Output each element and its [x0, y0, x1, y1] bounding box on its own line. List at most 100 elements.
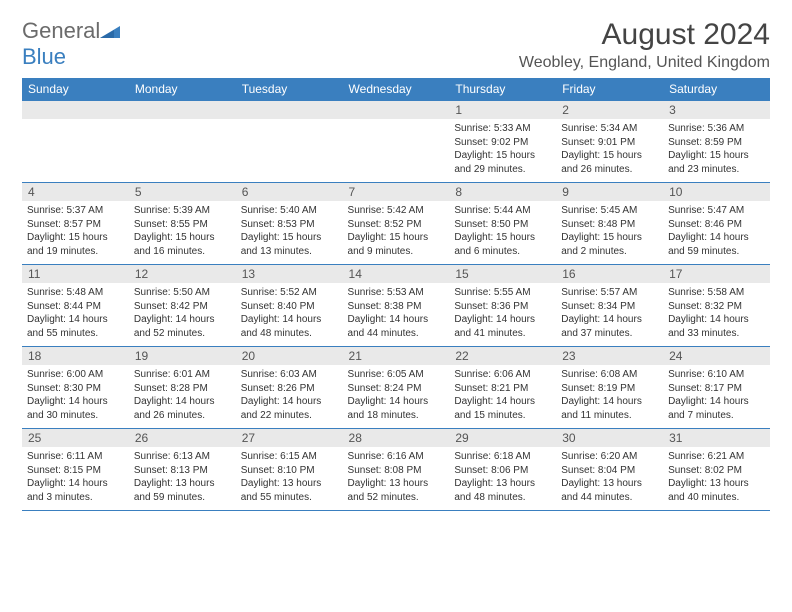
day-of-week-header-row: SundayMondayTuesdayWednesdayThursdayFrid…	[22, 78, 770, 101]
calendar-day-cell	[236, 101, 343, 183]
day-info-line: Daylight: 14 hours and 7 minutes.	[668, 395, 765, 422]
calendar-day-cell: 2Sunrise: 5:34 AMSunset: 9:01 PMDaylight…	[556, 101, 663, 183]
calendar-day-cell: 3Sunrise: 5:36 AMSunset: 8:59 PMDaylight…	[663, 101, 770, 183]
day-content: Sunrise: 5:55 AMSunset: 8:36 PMDaylight:…	[449, 283, 556, 346]
day-content: Sunrise: 5:57 AMSunset: 8:34 PMDaylight:…	[556, 283, 663, 346]
day-info-line: Sunrise: 6:11 AM	[27, 450, 124, 464]
day-content: Sunrise: 5:48 AMSunset: 8:44 PMDaylight:…	[22, 283, 129, 346]
calendar-day-cell: 16Sunrise: 5:57 AMSunset: 8:34 PMDayligh…	[556, 265, 663, 347]
day-number: 27	[236, 429, 343, 447]
day-info-line: Sunrise: 6:00 AM	[27, 368, 124, 382]
calendar-day-cell: 4Sunrise: 5:37 AMSunset: 8:57 PMDaylight…	[22, 183, 129, 265]
day-info-line: Sunrise: 6:03 AM	[241, 368, 338, 382]
day-info-line: Sunrise: 6:16 AM	[348, 450, 445, 464]
day-info-line: Daylight: 15 hours and 2 minutes.	[561, 231, 658, 258]
day-info-line: Sunset: 8:55 PM	[134, 218, 231, 232]
day-info-line: Daylight: 15 hours and 29 minutes.	[454, 149, 551, 176]
calendar-day-cell: 14Sunrise: 5:53 AMSunset: 8:38 PMDayligh…	[343, 265, 450, 347]
calendar-day-cell: 27Sunrise: 6:15 AMSunset: 8:10 PMDayligh…	[236, 429, 343, 511]
logo-triangle-icon	[100, 18, 120, 32]
day-info-line: Sunrise: 6:13 AM	[134, 450, 231, 464]
day-content: Sunrise: 6:11 AMSunset: 8:15 PMDaylight:…	[22, 447, 129, 510]
day-info-line: Sunset: 9:01 PM	[561, 136, 658, 150]
day-content: Sunrise: 5:39 AMSunset: 8:55 PMDaylight:…	[129, 201, 236, 264]
day-of-week-header: Sunday	[22, 78, 129, 101]
calendar-day-cell: 19Sunrise: 6:01 AMSunset: 8:28 PMDayligh…	[129, 347, 236, 429]
day-content: Sunrise: 5:44 AMSunset: 8:50 PMDaylight:…	[449, 201, 556, 264]
calendar-day-cell: 21Sunrise: 6:05 AMSunset: 8:24 PMDayligh…	[343, 347, 450, 429]
day-number: 28	[343, 429, 450, 447]
day-info-line: Sunrise: 5:47 AM	[668, 204, 765, 218]
day-content: Sunrise: 6:08 AMSunset: 8:19 PMDaylight:…	[556, 365, 663, 428]
day-number: 20	[236, 347, 343, 365]
day-content: Sunrise: 5:58 AMSunset: 8:32 PMDaylight:…	[663, 283, 770, 346]
day-info-line: Sunrise: 5:57 AM	[561, 286, 658, 300]
day-info-line: Daylight: 15 hours and 9 minutes.	[348, 231, 445, 258]
day-info-line: Daylight: 14 hours and 22 minutes.	[241, 395, 338, 422]
calendar-day-cell: 17Sunrise: 5:58 AMSunset: 8:32 PMDayligh…	[663, 265, 770, 347]
day-content	[22, 119, 129, 181]
day-info-line: Sunrise: 5:40 AM	[241, 204, 338, 218]
day-of-week-header: Thursday	[449, 78, 556, 101]
calendar-week-row: 18Sunrise: 6:00 AMSunset: 8:30 PMDayligh…	[22, 347, 770, 429]
day-info-line: Daylight: 13 hours and 52 minutes.	[348, 477, 445, 504]
day-info-line: Daylight: 15 hours and 13 minutes.	[241, 231, 338, 258]
day-info-line: Daylight: 15 hours and 16 minutes.	[134, 231, 231, 258]
day-info-line: Daylight: 13 hours and 48 minutes.	[454, 477, 551, 504]
calendar-day-cell	[22, 101, 129, 183]
day-content: Sunrise: 6:16 AMSunset: 8:08 PMDaylight:…	[343, 447, 450, 510]
calendar-week-row: 25Sunrise: 6:11 AMSunset: 8:15 PMDayligh…	[22, 429, 770, 511]
day-number: 11	[22, 265, 129, 283]
day-info-line: Daylight: 14 hours and 15 minutes.	[454, 395, 551, 422]
day-info-line: Sunset: 9:02 PM	[454, 136, 551, 150]
day-number: 9	[556, 183, 663, 201]
day-info-line: Sunrise: 5:53 AM	[348, 286, 445, 300]
day-info-line: Daylight: 13 hours and 40 minutes.	[668, 477, 765, 504]
day-info-line: Sunset: 8:19 PM	[561, 382, 658, 396]
day-of-week-header: Wednesday	[343, 78, 450, 101]
calendar-day-cell: 31Sunrise: 6:21 AMSunset: 8:02 PMDayligh…	[663, 429, 770, 511]
calendar-day-cell: 1Sunrise: 5:33 AMSunset: 9:02 PMDaylight…	[449, 101, 556, 183]
page-title: August 2024	[519, 18, 770, 52]
day-info-line: Sunset: 8:26 PM	[241, 382, 338, 396]
day-info-line: Daylight: 13 hours and 55 minutes.	[241, 477, 338, 504]
day-info-line: Sunset: 8:08 PM	[348, 464, 445, 478]
logo-text-2: Blue	[22, 44, 66, 69]
calendar-day-cell: 23Sunrise: 6:08 AMSunset: 8:19 PMDayligh…	[556, 347, 663, 429]
calendar-day-cell: 24Sunrise: 6:10 AMSunset: 8:17 PMDayligh…	[663, 347, 770, 429]
day-number: 12	[129, 265, 236, 283]
location-subtitle: Weobley, England, United Kingdom	[519, 54, 770, 72]
day-info-line: Daylight: 14 hours and 26 minutes.	[134, 395, 231, 422]
calendar-day-cell: 6Sunrise: 5:40 AMSunset: 8:53 PMDaylight…	[236, 183, 343, 265]
day-info-line: Daylight: 14 hours and 59 minutes.	[668, 231, 765, 258]
calendar-week-row: 1Sunrise: 5:33 AMSunset: 9:02 PMDaylight…	[22, 101, 770, 183]
day-info-line: Sunset: 8:32 PM	[668, 300, 765, 314]
day-number: 30	[556, 429, 663, 447]
day-info-line: Sunrise: 6:08 AM	[561, 368, 658, 382]
calendar-day-cell: 22Sunrise: 6:06 AMSunset: 8:21 PMDayligh…	[449, 347, 556, 429]
day-content: Sunrise: 5:47 AMSunset: 8:46 PMDaylight:…	[663, 201, 770, 264]
calendar-day-cell: 25Sunrise: 6:11 AMSunset: 8:15 PMDayligh…	[22, 429, 129, 511]
day-info-line: Daylight: 14 hours and 52 minutes.	[134, 313, 231, 340]
day-number: 23	[556, 347, 663, 365]
day-content: Sunrise: 5:33 AMSunset: 9:02 PMDaylight:…	[449, 119, 556, 182]
day-content: Sunrise: 6:15 AMSunset: 8:10 PMDaylight:…	[236, 447, 343, 510]
day-info-line: Sunrise: 6:15 AM	[241, 450, 338, 464]
day-content: Sunrise: 5:52 AMSunset: 8:40 PMDaylight:…	[236, 283, 343, 346]
day-content	[129, 119, 236, 181]
day-number: 8	[449, 183, 556, 201]
day-info-line: Sunset: 8:52 PM	[348, 218, 445, 232]
day-info-line: Daylight: 15 hours and 23 minutes.	[668, 149, 765, 176]
day-number: 10	[663, 183, 770, 201]
calendar-day-cell: 11Sunrise: 5:48 AMSunset: 8:44 PMDayligh…	[22, 265, 129, 347]
day-info-line: Sunrise: 5:52 AM	[241, 286, 338, 300]
day-info-line: Sunset: 8:36 PM	[454, 300, 551, 314]
day-info-line: Sunrise: 5:50 AM	[134, 286, 231, 300]
day-info-line: Sunrise: 5:45 AM	[561, 204, 658, 218]
day-number	[343, 101, 450, 119]
day-info-line: Sunset: 8:15 PM	[27, 464, 124, 478]
day-number: 15	[449, 265, 556, 283]
day-number: 7	[343, 183, 450, 201]
day-info-line: Sunset: 8:28 PM	[134, 382, 231, 396]
calendar-day-cell	[129, 101, 236, 183]
